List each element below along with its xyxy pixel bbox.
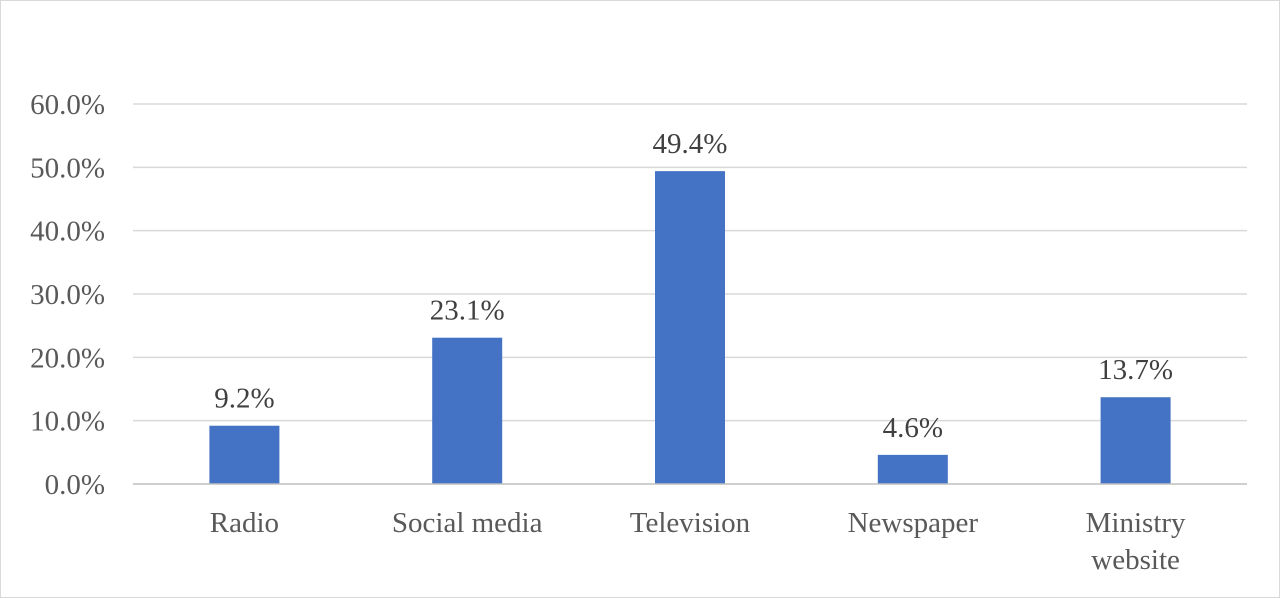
y-tick-label: 60.0% [30,89,105,121]
x-category-label: Ministry [1086,507,1186,539]
bar [1100,397,1171,484]
y-tick-label: 40.0% [30,216,105,248]
gridlines [133,103,1247,422]
y-tick-label: 10.0% [30,406,105,438]
y-tick-label: 0.0% [45,469,105,501]
data-label: 9.2% [214,383,274,415]
x-category-label: Newspaper [848,507,979,539]
y-axis-tick-labels: 0.0% 10.0% 20.0% 30.0% 40.0% 50.0% 60.0% [30,89,105,501]
data-label: 23.1% [430,295,505,327]
bar [877,454,948,484]
x-category-label: Radio [210,507,279,539]
data-label: 49.4% [653,128,728,160]
x-category-label: Social media [392,507,543,539]
data-labels: 9.2% 23.1% 49.4% 4.6% 13.7% [214,128,1173,444]
y-tick-label: 20.0% [30,342,105,374]
bar [209,425,280,484]
bars [209,171,1171,484]
x-category-label: website [1091,544,1180,576]
x-axis-category-labels: Radio Social media Television Newspaper Mini… [210,507,1186,576]
y-tick-label: 50.0% [30,152,105,184]
bar [432,337,503,484]
data-label: 13.7% [1098,354,1173,386]
bar [655,171,725,484]
x-category-label: Television [630,507,751,539]
y-tick-label: 30.0% [30,279,105,311]
data-label: 4.6% [883,412,943,444]
